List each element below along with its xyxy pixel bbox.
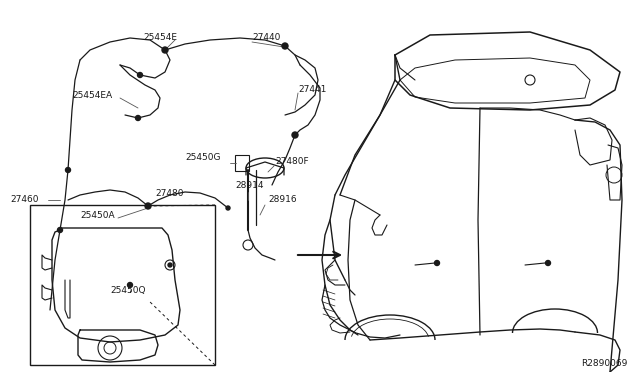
Circle shape: [65, 167, 70, 173]
Text: 28916: 28916: [268, 196, 296, 205]
Circle shape: [162, 47, 168, 53]
Circle shape: [292, 132, 298, 138]
Text: 27480F: 27480F: [275, 157, 308, 167]
Circle shape: [127, 282, 132, 288]
Bar: [30, 205, 215, 365]
Text: 28914: 28914: [235, 180, 264, 189]
Text: 27441: 27441: [298, 86, 326, 94]
Text: 25450G: 25450G: [185, 154, 221, 163]
Text: 25454E: 25454E: [143, 33, 177, 42]
Circle shape: [145, 203, 151, 209]
Circle shape: [545, 260, 550, 266]
Circle shape: [58, 228, 63, 232]
Circle shape: [226, 206, 230, 210]
Circle shape: [136, 115, 141, 121]
Circle shape: [138, 73, 143, 77]
Circle shape: [282, 43, 288, 49]
Circle shape: [168, 263, 172, 267]
Text: R2890069: R2890069: [582, 359, 628, 368]
Text: 27460: 27460: [10, 196, 38, 205]
Text: 27480: 27480: [155, 189, 184, 198]
Text: 25454EA: 25454EA: [72, 90, 112, 99]
Text: 25450Q: 25450Q: [110, 285, 145, 295]
Bar: [235, 155, 249, 171]
Text: 25450A: 25450A: [80, 211, 115, 219]
Circle shape: [435, 260, 440, 266]
Text: 27440: 27440: [252, 33, 280, 42]
